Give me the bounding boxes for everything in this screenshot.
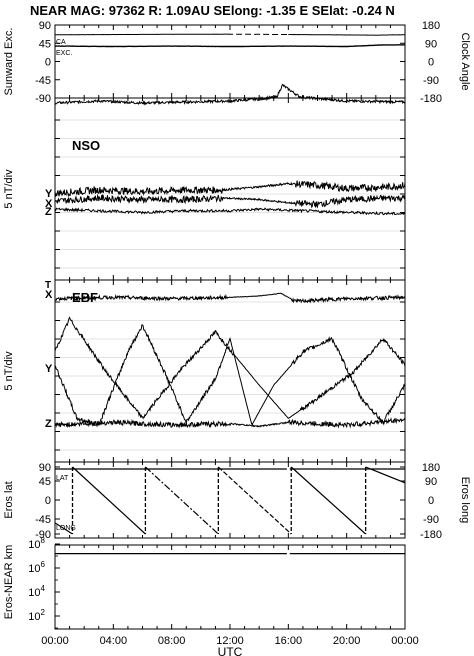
series-ebf-y bbox=[54, 316, 406, 420]
series-eros-long bbox=[290, 466, 367, 535]
sunward-ytick-label: -45 bbox=[35, 75, 51, 87]
eros-lat-axis-label: Eros lat bbox=[3, 481, 15, 518]
x-tick-label: 04:00 bbox=[100, 635, 128, 647]
series-nso-y bbox=[54, 180, 406, 198]
eros-near-tick-label: 108 bbox=[28, 536, 45, 551]
series-eros-long bbox=[365, 466, 406, 484]
series-eros-long bbox=[217, 466, 292, 535]
ebf-t-label: T bbox=[45, 280, 51, 291]
exc-label: EXC. bbox=[56, 50, 72, 57]
long-label: LONG bbox=[56, 525, 76, 532]
panel-eros-lat: 90 45 0 -45 -90 180 90 0 -90 -180 Eros lat Eros lon… bbox=[3, 461, 471, 541]
ebf-z-label: Z bbox=[45, 418, 52, 430]
eros-long-tick-label: 90 bbox=[425, 476, 437, 488]
sunward-ytick-label: 0 bbox=[45, 57, 51, 69]
series-clock-angle bbox=[55, 33, 228, 36]
eros-long-axis-label: Eros long bbox=[459, 477, 471, 523]
eros-long-tick-label: 180 bbox=[422, 462, 440, 474]
sunward-ytick-label: 45 bbox=[39, 38, 51, 50]
nso-y-label: Y bbox=[45, 188, 53, 200]
clock-angle-tick-label: 180 bbox=[422, 20, 440, 32]
ebf-x-label: X bbox=[45, 289, 53, 301]
ebf-panel-label: EBF bbox=[72, 290, 98, 305]
nso-panel-label: NSO bbox=[72, 138, 100, 153]
series-nso-z bbox=[54, 207, 406, 216]
sunward-axis-label: Sunward Exc. bbox=[3, 28, 15, 96]
eros-long-tick-label: -180 bbox=[420, 529, 442, 541]
x-tick-label: 08:00 bbox=[158, 635, 186, 647]
series-ebf-t-x bbox=[54, 292, 406, 304]
clock-angle-axis-label: Clock Angle bbox=[459, 32, 471, 90]
x-tick-label: 16:00 bbox=[275, 635, 303, 647]
eros-lat-tick-label: 0 bbox=[45, 495, 51, 507]
eros-lat-tick-label: -90 bbox=[35, 529, 51, 541]
x-tick-label: 12:00 bbox=[216, 635, 244, 647]
panel-sunward-frame bbox=[54, 24, 406, 99]
series-eros-long bbox=[72, 466, 146, 535]
sunward-ytick-label: -90 bbox=[35, 93, 51, 105]
x-tick-label: 20:00 bbox=[333, 635, 361, 647]
eros-near-tick-label: 106 bbox=[28, 560, 45, 575]
series-clock-angle bbox=[288, 33, 405, 36]
panel-eros-lat-frame bbox=[54, 461, 406, 539]
sunward-ytick-label: 90 bbox=[39, 20, 51, 32]
x-tick-label: 00:00 bbox=[391, 635, 419, 647]
series-ebf-x-wave bbox=[54, 324, 406, 428]
series-ebf-z bbox=[54, 417, 406, 429]
figure-title: NEAR MAG: 97362 R: 1.09AU SElong: -1.35 … bbox=[30, 3, 395, 18]
eros-lat-tick-label: 90 bbox=[39, 462, 51, 474]
series-eros-long bbox=[145, 466, 219, 535]
ca-label: CA bbox=[56, 39, 66, 46]
panel-nso: 5 nT/div NSO YXZ bbox=[3, 83, 406, 281]
clock-angle-tick-label: 90 bbox=[425, 38, 437, 50]
nso-x-label: X bbox=[45, 198, 53, 210]
eros-long-tick-label: 0 bbox=[428, 495, 434, 507]
x-axis-label: UTC bbox=[218, 645, 243, 656]
series-nso-x bbox=[54, 193, 406, 209]
eros-near-tick-label: 102 bbox=[28, 608, 45, 623]
panel-eros-near: 108 106 104 102 Eros-NEAR km 00:00 04:00 08:00 1… bbox=[3, 536, 419, 656]
panel-eros-near-frame bbox=[54, 544, 406, 630]
panel-ebf: 5 nT/div EBF TX Y Z bbox=[3, 279, 406, 463]
eros-long-tick-label: -90 bbox=[423, 514, 439, 526]
panel-sunward: 90 45 0 -45 -90 180 90 0 -90 -180 Sunward Exc. Cloc… bbox=[3, 20, 471, 105]
x-tick-label: 00:00 bbox=[41, 635, 69, 647]
series-eros-long bbox=[54, 522, 73, 535]
nso-axis-label: 5 nT/div bbox=[3, 169, 15, 209]
ebf-y-label: Y bbox=[45, 363, 53, 375]
clock-angle-tick-label: -180 bbox=[420, 93, 442, 105]
series-nso-magnitude bbox=[54, 83, 406, 106]
eros-near-tick-label: 104 bbox=[28, 584, 45, 599]
series-sunward-exc bbox=[54, 44, 405, 48]
panels: 90 45 0 -45 -90 180 90 0 -90 -180 Sunward Exc. Cloc… bbox=[3, 20, 471, 656]
nso-z-label: Z bbox=[45, 206, 52, 218]
eros-lat-tick-label: 45 bbox=[39, 476, 51, 488]
lat-label: LAT bbox=[56, 475, 69, 482]
eros-lat-tick-label: -45 bbox=[35, 514, 51, 526]
eros-near-axis-label: Eros-NEAR km bbox=[3, 545, 15, 620]
clock-angle-tick-label: -90 bbox=[423, 75, 439, 87]
clock-angle-tick-label: 0 bbox=[428, 57, 434, 69]
ebf-axis-label: 5 nT/div bbox=[3, 351, 15, 391]
